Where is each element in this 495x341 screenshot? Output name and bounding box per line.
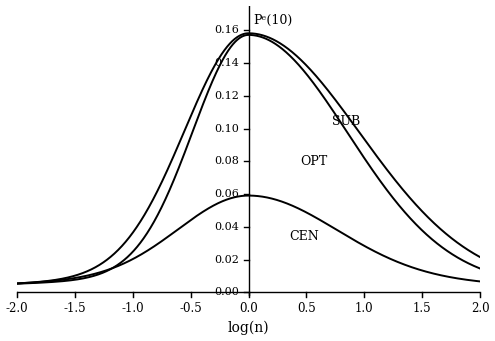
Text: SUB: SUB <box>332 116 360 129</box>
Text: 0.06: 0.06 <box>214 189 239 199</box>
Text: 0.16: 0.16 <box>214 25 239 35</box>
Text: 0.00: 0.00 <box>214 287 239 297</box>
X-axis label: log(n): log(n) <box>228 321 269 335</box>
Text: 0.04: 0.04 <box>214 222 239 232</box>
Text: Pᵉ(10): Pᵉ(10) <box>253 14 293 27</box>
Text: OPT: OPT <box>300 155 328 168</box>
Text: 0.02: 0.02 <box>214 255 239 265</box>
Text: CEN: CEN <box>289 230 319 243</box>
Text: 0.10: 0.10 <box>214 123 239 134</box>
Text: 0.14: 0.14 <box>214 58 239 68</box>
Text: 0.12: 0.12 <box>214 91 239 101</box>
Text: 0.08: 0.08 <box>214 156 239 166</box>
